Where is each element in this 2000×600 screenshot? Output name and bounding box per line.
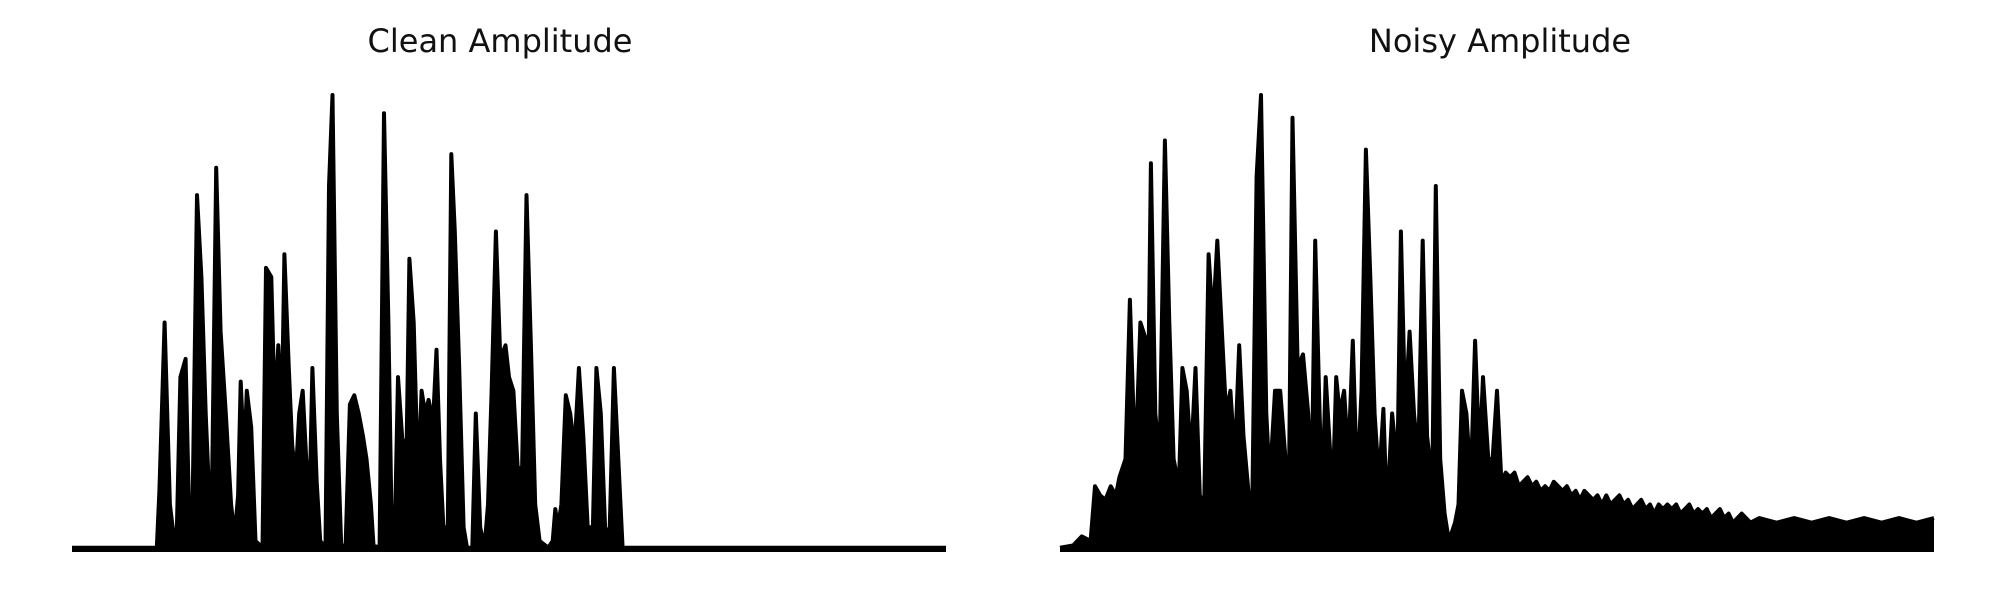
- clean-amplitude-line: [72, 93, 946, 550]
- noisy-amplitude-plot: [1059, 93, 1935, 552]
- clean-amplitude-title: Clean Amplitude: [367, 22, 633, 60]
- clean-amplitude-plot: [72, 93, 946, 552]
- noisy-amplitude-title: Noisy Amplitude: [1368, 22, 1632, 60]
- clean-amplitude-panel: Clean Amplitude: [72, 22, 946, 552]
- noisy-amplitude-line: [1059, 93, 1935, 550]
- noisy-amplitude-panel: Noisy Amplitude: [1000, 0, 2000, 600]
- noisy-amplitude-fill: [1060, 95, 1934, 550]
